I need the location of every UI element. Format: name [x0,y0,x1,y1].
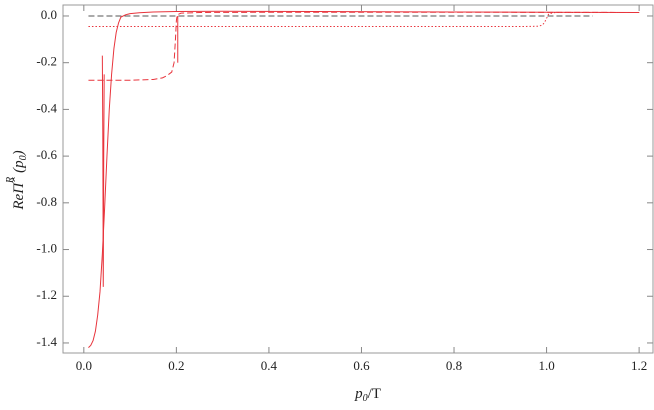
y-tick-label: -1.0 [36,241,57,256]
series-line [88,10,640,348]
x-tick-label: 0.8 [446,358,462,373]
y-tick-label: -1.2 [36,287,57,302]
y-label-sup: R [5,177,16,184]
x-label-sub: 0 [363,393,368,404]
x-label-var: p [354,386,363,402]
x-tick-label: 0.4 [261,358,278,373]
y-label-var: p [11,160,27,169]
y-tick-label: -0.6 [36,147,57,162]
x-tick-label: 1.0 [538,358,554,373]
y-tick-label: -1.4 [36,334,57,349]
y-label-sub: 0 [18,155,29,160]
x-tick-label: 0.2 [168,358,184,373]
y-label-close: ) [11,150,27,156]
y-tick-label: 0.0 [41,7,57,22]
series-line [88,11,640,27]
x-tick-label: 0.0 [76,358,92,373]
x-label-rest: /T [368,386,381,402]
y-axis-label: ReΠ̂R (p0) [5,150,29,210]
series-line [88,11,640,81]
y-tick-label: -0.8 [36,194,57,209]
x-axis-label: p0/T [354,386,381,404]
y-label-base: ReΠ̂ [11,177,27,211]
x-tick-label: 1.2 [631,358,647,373]
x-tick-label: 0.6 [353,358,370,373]
y-label-open: ( [11,167,27,173]
y-tick-label: -0.4 [36,100,57,115]
plot-frame [62,4,654,354]
series-line [101,55,105,287]
y-tick-label: -0.2 [36,54,57,69]
